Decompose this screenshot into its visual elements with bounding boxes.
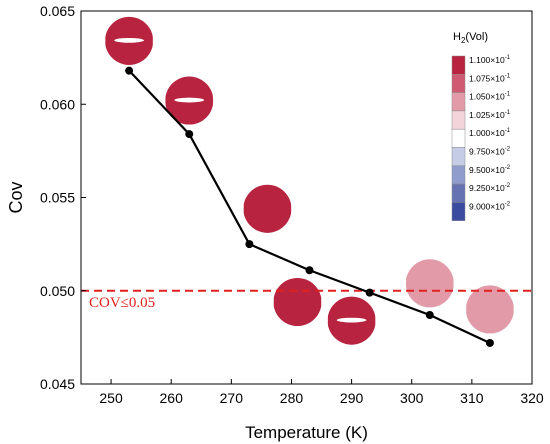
x-tick-label: 250 (99, 390, 123, 406)
y-axis-label: Cov (6, 181, 26, 213)
colorbar-label: 9.500×10-2 (469, 165, 511, 175)
colorbar-label: 1.100×10-1 (469, 55, 511, 65)
contour-inset (243, 184, 292, 233)
data-point (245, 240, 254, 249)
x-axis-label: Temperature (K) (245, 423, 368, 442)
data-point (185, 130, 194, 139)
colorbar-label: 1.000×10-1 (469, 128, 511, 138)
colorbar-title-sub: 2 (461, 36, 466, 45)
colorbar-segment (451, 74, 466, 93)
contour-inset (165, 76, 214, 125)
y-tick-label: 0.060 (40, 96, 75, 112)
data-points (125, 66, 494, 347)
x-tick-label: 300 (400, 390, 424, 406)
colorbar-title-main: H (453, 31, 461, 43)
data-point (485, 338, 494, 347)
contour-band (105, 16, 154, 65)
contour-inset (105, 16, 154, 65)
colorbar-label: 9.750×10-2 (469, 147, 511, 157)
colorbar-title-rest: (Vol) (465, 31, 488, 43)
y-tick-label: 0.065 (40, 3, 75, 19)
contour-band (405, 259, 454, 308)
x-tick-label: 290 (340, 390, 364, 406)
colorbar-segment (451, 92, 466, 112)
colorbar-label: 9.000×10-2 (469, 201, 511, 211)
contour-band (243, 184, 292, 233)
contour-band (174, 97, 205, 103)
colorbar-label: 1.075×10-1 (469, 73, 511, 83)
contour-band (336, 317, 367, 323)
colorbar-label: 1.050×10-1 (469, 92, 511, 102)
contour-band (273, 277, 322, 326)
colorbar-segment (451, 55, 466, 75)
contour-inset (465, 285, 514, 334)
x-tick-label: 310 (460, 390, 484, 406)
x-tick-label: 320 (520, 390, 544, 406)
data-point (305, 266, 314, 275)
colorbar-segment (451, 128, 466, 148)
contour-band (465, 285, 514, 334)
colorbar: H2(Vol) 1.100×10-1 1.075×10-1 1.050×10-1 1.… (451, 31, 511, 221)
contour-insets (105, 16, 514, 345)
x-tick-label: 260 (160, 390, 184, 406)
colorbar-segment (451, 202, 466, 221)
colorbar-label: 1.025×10-1 (469, 110, 511, 120)
y-tick-label: 0.045 (40, 376, 75, 392)
data-point (425, 310, 434, 319)
x-tick-label: 270 (220, 390, 244, 406)
colorbar-segment (451, 183, 466, 203)
colorbar-label: 9.250×10-2 (469, 183, 511, 193)
colorbar-segment (451, 147, 466, 167)
contour-inset (405, 259, 454, 308)
threshold-label: COV≤0.05 (89, 295, 155, 311)
colorbar-segment (451, 110, 466, 130)
data-point (365, 288, 374, 297)
contour-inset (273, 277, 322, 326)
x-tick-label: 280 (280, 390, 304, 406)
contour-band (114, 37, 144, 43)
y-tick-label: 0.050 (40, 283, 75, 299)
colorbar-segment (451, 165, 466, 185)
axis-ticks: 250 260 270 280 290 300 310 320 0.045 0.050 0.055 0… (40, 3, 544, 406)
data-point (125, 66, 134, 75)
y-tick-label: 0.055 (40, 190, 75, 206)
colorbar-title: H2(Vol) (453, 31, 488, 45)
